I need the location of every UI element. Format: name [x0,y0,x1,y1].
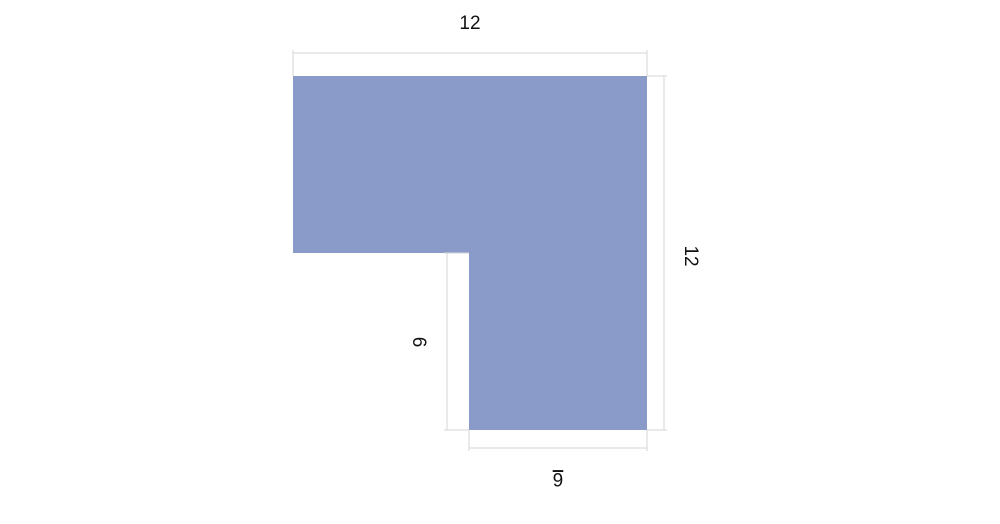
left-label: 6 [408,337,429,348]
bottom-label: 6 [553,468,564,489]
top-label: 12 [459,13,480,34]
bottom-dimension [468,430,648,451]
top-dimension [292,50,648,76]
l-shape [293,76,647,430]
right-dimension [647,75,667,431]
right-label: 12 [680,245,701,266]
left-dimension [444,252,469,431]
